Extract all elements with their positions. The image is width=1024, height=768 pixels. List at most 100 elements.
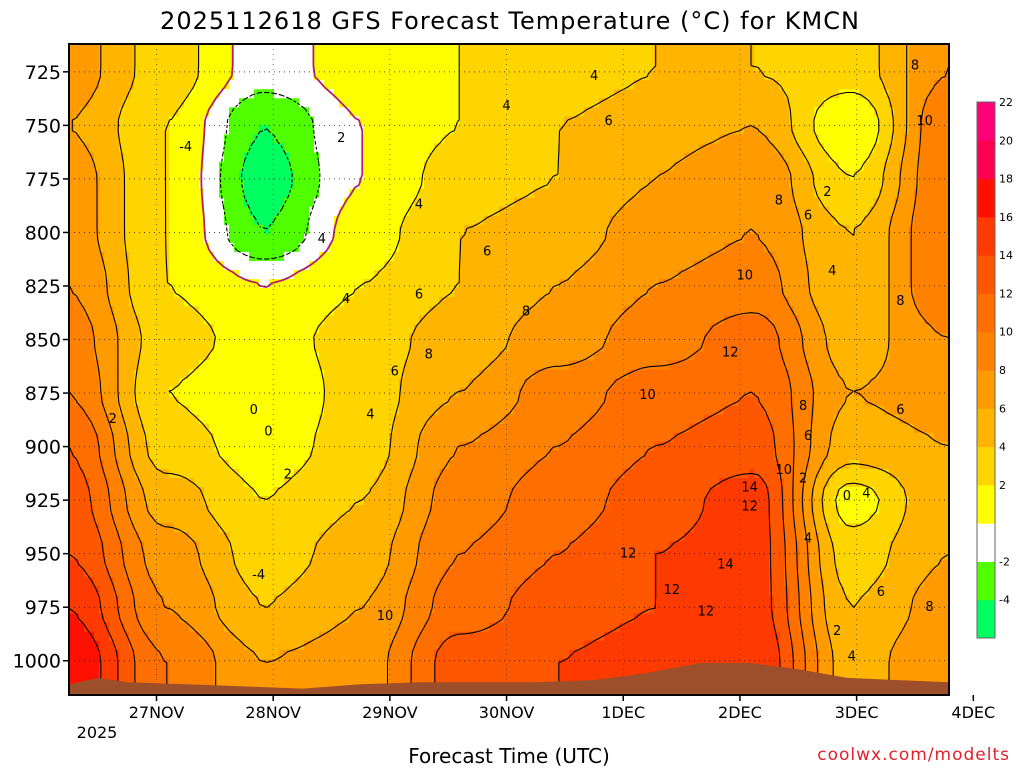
contour-label: 4: [318, 232, 326, 247]
temperature-band: [779, 261, 810, 271]
temperature-band: [129, 89, 190, 99]
temperature-band: [294, 270, 375, 280]
temperature-band: [169, 667, 215, 678]
temperature-band: [654, 568, 770, 579]
temperature-band: [789, 179, 815, 190]
temperature-band: [899, 170, 920, 181]
temperature-band: [794, 514, 805, 524]
temperature-band: [879, 62, 910, 72]
temperature-band: [909, 251, 949, 262]
temperature-band: [804, 505, 815, 515]
temperature-band: [814, 396, 845, 407]
temperature-band: [199, 559, 235, 570]
temperature-bands: [69, 44, 949, 695]
temperature-band: [69, 333, 95, 343]
contour-label: 4: [502, 99, 510, 114]
temperature-band: [459, 387, 520, 398]
temperature-band: [134, 387, 170, 398]
temperature-band: [889, 324, 935, 334]
temperature-band: [909, 98, 925, 108]
temperature-band: [889, 270, 910, 280]
temperature-band: [649, 179, 790, 190]
temperature-band: [229, 459, 305, 470]
temperature-band: [399, 387, 460, 398]
temperature-band: [94, 89, 130, 99]
colorbar-swatch: [977, 408, 995, 448]
temperature-band: [324, 396, 400, 407]
temperature-band: [289, 161, 320, 172]
colorbar-swatch: [977, 216, 995, 256]
temperature-band: [169, 224, 205, 235]
temperature-band: [129, 432, 145, 443]
temperature-band: [69, 550, 105, 560]
temperature-band: [139, 333, 215, 343]
temperature-band: [399, 242, 460, 253]
temperature-band: [69, 53, 100, 63]
temperature-band: [789, 613, 800, 624]
temperature-band: [329, 242, 400, 253]
temperature-band: [779, 658, 795, 669]
temperature-band: [809, 279, 890, 289]
temperature-band: [774, 613, 790, 624]
temperature-band: [799, 577, 810, 588]
temperature-band: [839, 577, 875, 588]
temperature-band: [889, 279, 910, 289]
x-tick-label: 2DEC: [718, 703, 762, 722]
temperature-band: [754, 468, 780, 479]
temperature-band: [374, 270, 460, 280]
contour-label: 12: [664, 583, 681, 598]
temperature-band: [114, 315, 140, 325]
temperature-band: [69, 98, 90, 108]
temperature-band: [214, 586, 250, 597]
temperature-band: [724, 315, 770, 325]
temperature-band: [294, 170, 320, 181]
colorbar-swatch: [977, 255, 995, 294]
temperature-band: [244, 640, 305, 651]
temperature-band: [109, 496, 125, 506]
y-tick-label: 800: [25, 222, 61, 244]
temperature-band: [199, 541, 230, 551]
temperature-band: [659, 170, 790, 181]
temperature-band: [889, 306, 920, 316]
temperature-band: [829, 432, 935, 443]
temperature-band: [234, 242, 300, 253]
temperature-band: [454, 559, 545, 570]
colorbar: -4 -2 2 4 6 8 10 12 14 16 18 20 22: [976, 96, 1013, 639]
temperature-band: [764, 405, 795, 416]
temperature-band: [99, 242, 125, 253]
temperature-band: [119, 143, 170, 154]
temperature-band: [109, 631, 130, 642]
temperature-band: [69, 523, 100, 533]
temperature-band: [419, 450, 455, 461]
temperature-band: [144, 423, 210, 434]
temperature-band: [869, 378, 949, 389]
temperature-band: [89, 143, 120, 154]
temperature-band: [809, 432, 830, 443]
temperature-band: [784, 541, 800, 551]
temperature-band: [819, 550, 835, 560]
temperature-band: [784, 550, 800, 560]
temperature-band: [824, 505, 840, 515]
temperature-band: [609, 496, 705, 506]
temperature-band: [909, 107, 925, 117]
temperature-band: [784, 568, 800, 579]
temperature-band: [889, 288, 915, 298]
temperature-band: [779, 640, 795, 651]
temperature-band: [109, 478, 125, 488]
temperature-band: [599, 405, 725, 416]
temperature-band: [829, 532, 895, 542]
temperature-band: [229, 116, 315, 126]
temperature-band: [849, 595, 860, 606]
temperature-band: [814, 387, 850, 398]
temperature-band: [339, 206, 410, 217]
temperature-band: [99, 532, 120, 542]
temperature-band: [904, 152, 920, 163]
temperature-band: [219, 89, 255, 99]
temperature-band: [544, 559, 655, 570]
temperature-band: [69, 396, 75, 407]
temperature-band: [389, 658, 410, 669]
temperature-band: [909, 224, 949, 235]
temperature-band: [204, 215, 225, 226]
temperature-band: [754, 53, 880, 63]
temperature-band: [119, 378, 135, 389]
